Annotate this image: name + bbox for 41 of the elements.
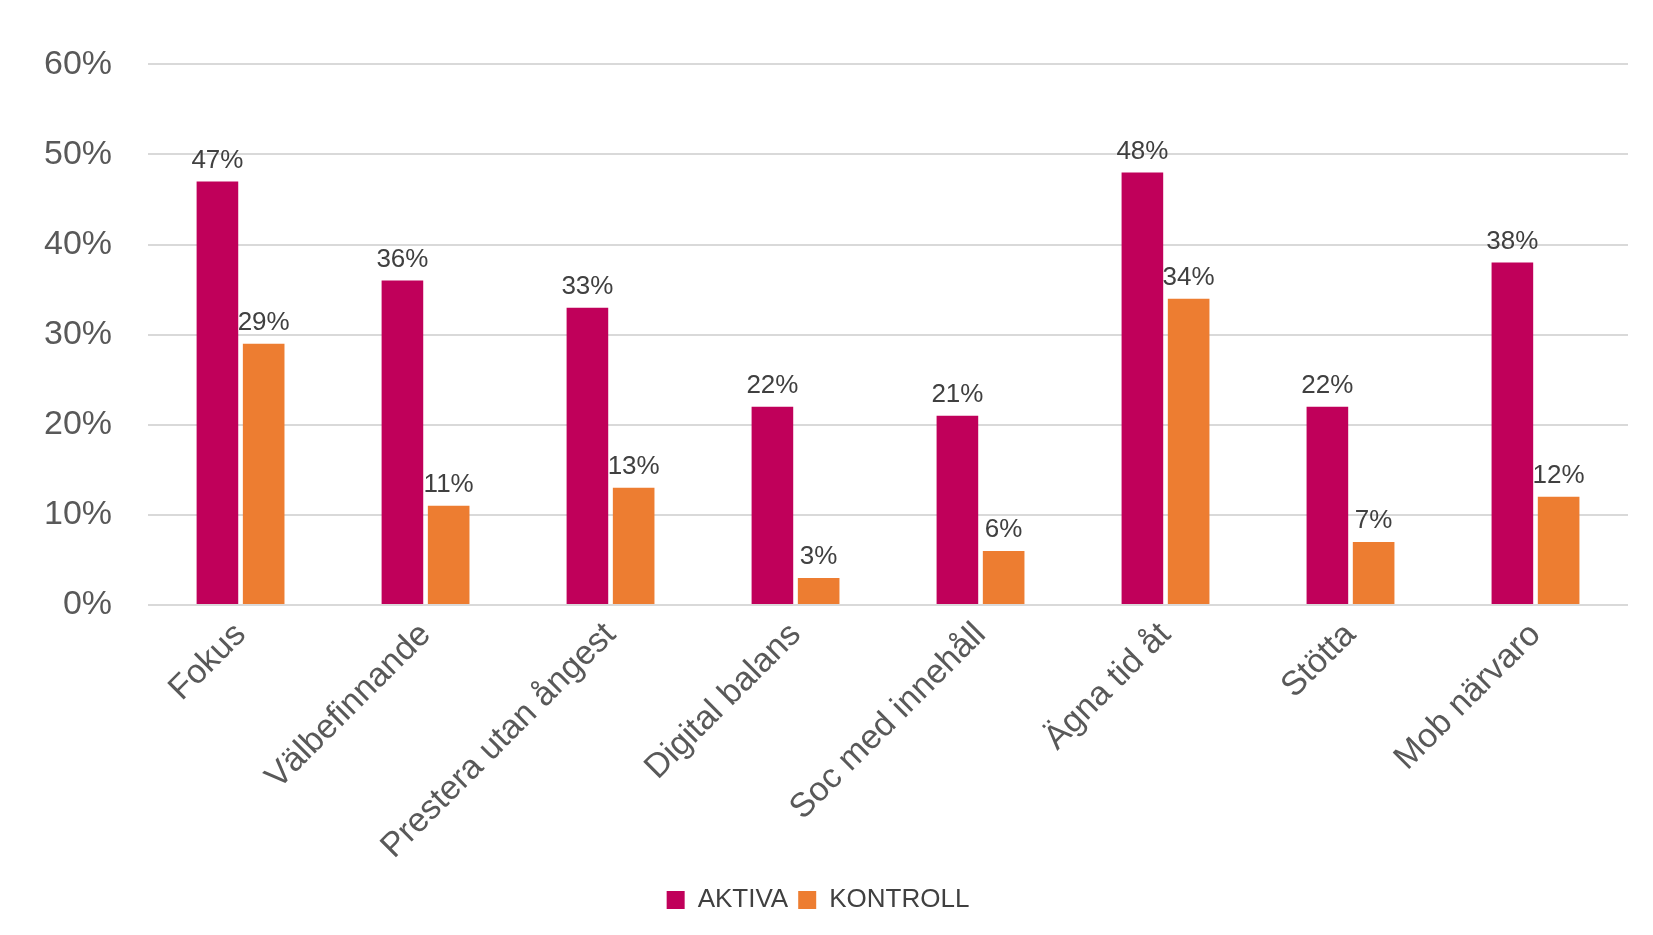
data-label: 36% xyxy=(376,242,429,273)
data-label: 29% xyxy=(237,305,290,336)
data-label: 12% xyxy=(1532,459,1585,490)
data-label: 38% xyxy=(1486,224,1539,255)
legend-label: KONTROLL xyxy=(829,883,970,914)
y-tick-label: 10% xyxy=(43,493,113,532)
data-label: 3% xyxy=(799,540,838,571)
bar xyxy=(1167,298,1210,604)
bar xyxy=(1352,541,1395,604)
bar xyxy=(936,415,979,604)
data-label: 22% xyxy=(1301,368,1354,399)
data-label: 6% xyxy=(984,513,1023,544)
data-label: 33% xyxy=(561,269,614,300)
bar xyxy=(751,406,794,604)
data-label: 48% xyxy=(1116,134,1169,165)
data-label: 11% xyxy=(423,468,474,499)
legend-label: AKTIVA xyxy=(697,883,789,914)
y-tick-label: 50% xyxy=(43,132,113,171)
data-label: 34% xyxy=(1162,260,1215,291)
data-label: 47% xyxy=(191,143,244,174)
bar xyxy=(1537,496,1580,604)
y-tick-label: 20% xyxy=(43,403,113,442)
bar xyxy=(797,577,840,604)
bar xyxy=(566,307,609,604)
data-label: 7% xyxy=(1354,504,1393,535)
bar xyxy=(381,280,424,604)
y-tick-label: 0% xyxy=(62,583,113,622)
bar xyxy=(1306,406,1349,604)
y-tick-label: 60% xyxy=(43,42,113,81)
bar xyxy=(1121,172,1164,604)
data-label: 21% xyxy=(931,377,984,408)
bar xyxy=(196,181,239,604)
bar xyxy=(242,343,285,604)
y-tick-label: 30% xyxy=(43,313,113,352)
bar xyxy=(427,505,470,604)
bar xyxy=(1491,262,1534,604)
bar xyxy=(982,550,1025,604)
data-label: 22% xyxy=(746,368,799,399)
data-label: 13% xyxy=(607,450,660,481)
bar xyxy=(612,487,655,604)
y-tick-label: 40% xyxy=(43,222,113,261)
